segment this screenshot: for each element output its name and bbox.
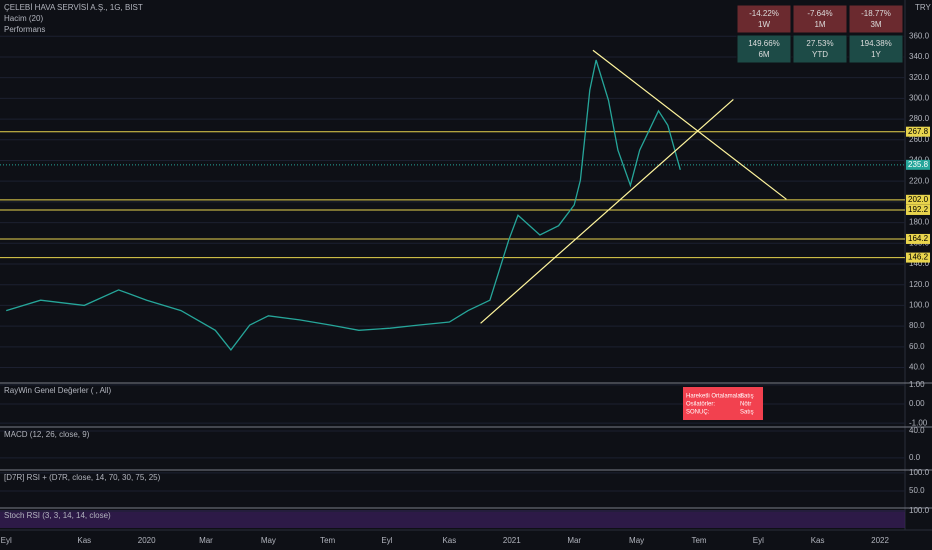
performance-period: 1Y <box>871 50 881 59</box>
y-tick-label: 40.0 <box>909 426 925 435</box>
y-tick-label: 300.0 <box>909 93 930 102</box>
current-price-label: 235.8 <box>908 160 929 169</box>
x-tick-label: Tem <box>320 536 335 545</box>
level-label: 192.2 <box>908 205 929 214</box>
signal-value: Satış <box>740 394 754 400</box>
level-label: 202.0 <box>908 195 929 204</box>
y-tick-label: 360.0 <box>909 31 930 40</box>
x-tick-label: Tem <box>691 536 706 545</box>
x-tick-label: Eyl <box>1 536 12 545</box>
performance-value: 27.53% <box>806 39 833 48</box>
signal-label: Osilatörler: <box>686 402 715 408</box>
y-tick-label: 320.0 <box>909 73 930 82</box>
y-tick-label: 40.0 <box>909 363 925 372</box>
performance-period: 6M <box>758 50 769 59</box>
performance-value: -18.77% <box>861 9 891 18</box>
chart-title: ÇELEBİ HAVA SERVİSİ A.Ş., 1G, BIST <box>4 3 143 12</box>
signal-value: Nötr <box>740 402 751 408</box>
level-tag <box>906 204 930 215</box>
y-tick-label: 120.0 <box>909 280 930 289</box>
y-tick-label: 100.0 <box>909 468 930 477</box>
level-tag <box>906 233 930 244</box>
x-tick-label: Kas <box>442 536 456 545</box>
y-tick-label: 100.0 <box>909 506 930 515</box>
signal-box <box>683 387 763 420</box>
performance-period: 3M <box>870 20 881 29</box>
y-tick-label: 260.0 <box>909 135 930 144</box>
pane-title: [D7R] RSI + (D7R, close, 14, 70, 30, 75,… <box>4 473 161 482</box>
y-tick-label: 280.0 <box>909 114 930 123</box>
y-tick-label: 100.0 <box>909 301 930 310</box>
pane-title: RayWin Genel Değerler ( , All) <box>4 386 111 395</box>
y-tick-label: 60.0 <box>909 342 925 351</box>
current-price-tag <box>906 159 930 170</box>
y-tick-label: 0.00 <box>909 399 925 408</box>
y-tick-label: 180.0 <box>909 218 930 227</box>
x-tick-label: Eyl <box>753 536 764 545</box>
signal-value: Satış <box>740 410 754 416</box>
level-label: 164.2 <box>908 234 929 243</box>
level-label: 267.8 <box>908 127 929 136</box>
level-tag <box>906 194 930 205</box>
performance-period: YTD <box>812 50 828 59</box>
performance-period: 1M <box>814 20 825 29</box>
y-tick-label: 80.0 <box>909 321 925 330</box>
x-tick-label: 2020 <box>138 536 156 545</box>
level-label: 146.2 <box>908 253 929 262</box>
y-tick-label: 1.00 <box>909 380 925 389</box>
y-tick-label: -1.00 <box>909 418 928 427</box>
x-tick-label: Kas <box>811 536 825 545</box>
performance-cell <box>792 34 848 64</box>
trend-line <box>480 98 734 324</box>
pane-title: MACD (12, 26, close, 9) <box>4 430 90 439</box>
x-tick-label: Mar <box>567 536 581 545</box>
volume-label: Hacim (20) <box>4 14 43 23</box>
performance-value: 149.66% <box>748 39 780 48</box>
price-line <box>6 59 681 351</box>
pane-title: Stoch RSI (3, 3, 14, 14, close) <box>4 511 111 520</box>
performance-value: -14.22% <box>749 9 779 18</box>
x-tick-label: Eyl <box>381 536 392 545</box>
trend-line <box>592 49 787 200</box>
x-tick-label: 2022 <box>871 536 889 545</box>
stoch-band <box>0 510 905 528</box>
performance-cell <box>736 4 792 34</box>
level-tag <box>906 126 930 137</box>
x-tick-label: 2021 <box>503 536 521 545</box>
y-tick-label: 0.0 <box>909 453 921 462</box>
y-tick-label: 140.0 <box>909 259 930 268</box>
x-tick-label: May <box>629 536 644 545</box>
currency: TRY <box>915 3 932 12</box>
performance-period: 1W <box>758 20 770 29</box>
performance-cell <box>848 34 904 64</box>
performance-value: -7.64% <box>807 9 832 18</box>
level-tag <box>906 252 930 263</box>
signal-label: Hareketli Ortalamalar: <box>686 394 745 400</box>
performance-value: 194.38% <box>860 39 892 48</box>
performance-cell <box>792 4 848 34</box>
x-tick-label: Kas <box>77 536 91 545</box>
x-tick-label: Mar <box>199 536 213 545</box>
performance-cell <box>848 4 904 34</box>
signal-label: SONUÇ: <box>686 410 710 416</box>
y-tick-label: 220.0 <box>909 176 930 185</box>
x-tick-label: May <box>261 536 276 545</box>
y-tick-label: 50.0 <box>909 486 925 495</box>
y-tick-label: 340.0 <box>909 52 930 61</box>
performance-label: Performans <box>4 25 45 34</box>
performance-cell <box>736 34 792 64</box>
